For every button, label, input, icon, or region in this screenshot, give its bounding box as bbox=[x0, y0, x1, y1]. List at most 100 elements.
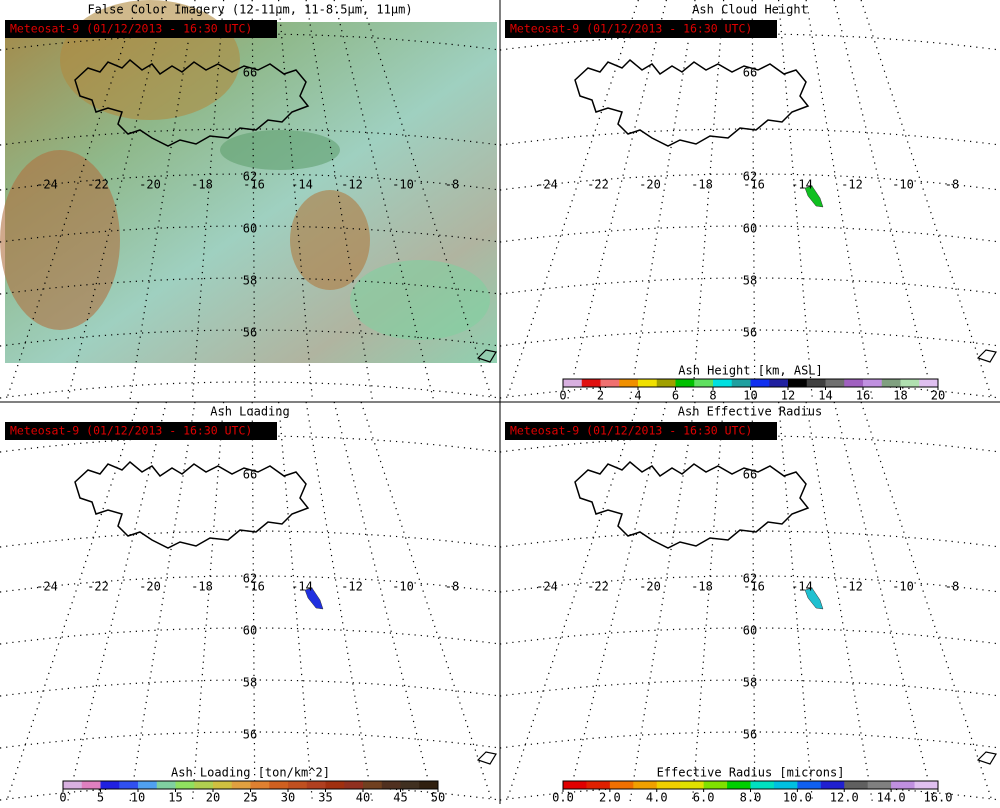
meridian bbox=[833, 401, 935, 803]
parallel bbox=[499, 731, 1000, 749]
lat-label: 56 bbox=[243, 728, 257, 742]
colorbar-tick-label: 30 bbox=[281, 791, 295, 805]
colorbar-segment bbox=[175, 781, 195, 789]
lon-label: -14 bbox=[791, 178, 813, 192]
lat-label: 60 bbox=[743, 222, 757, 236]
colorbar-segment bbox=[769, 379, 789, 387]
stamp: Meteosat-9 (01/12/2013 - 16:30 UTC) bbox=[10, 22, 252, 36]
lon-label: -24 bbox=[36, 580, 58, 594]
colorbar-segment bbox=[609, 781, 634, 789]
panel-title: Ash Effective Radius bbox=[678, 405, 823, 419]
panel: -24 -22 -20 -18 -16 -14 -12 -10 -8 66 62 60 58 56 Ash … bbox=[499, 401, 1000, 805]
parallel bbox=[0, 783, 501, 801]
parallel bbox=[499, 329, 1000, 347]
lon-label: -10 bbox=[892, 178, 914, 192]
colorbar-segment bbox=[844, 379, 864, 387]
cloud-feature bbox=[60, 0, 240, 120]
lat-label: 66 bbox=[243, 468, 257, 482]
colorbar-segment bbox=[900, 379, 920, 387]
colorbar-segment bbox=[797, 781, 822, 789]
colorbar-segment bbox=[825, 379, 845, 387]
colorbar-segment bbox=[325, 781, 345, 789]
lon-label: -12 bbox=[841, 580, 863, 594]
cloud-feature bbox=[290, 190, 370, 290]
cloud-feature bbox=[220, 130, 340, 170]
lat-label: 60 bbox=[243, 222, 257, 236]
colorbar-label: Ash Height [km, ASL] bbox=[678, 364, 823, 378]
colorbar-segment bbox=[919, 379, 939, 387]
colorbar-tick-label: 0.0 bbox=[552, 791, 574, 805]
parallel bbox=[0, 277, 501, 295]
parallel bbox=[499, 575, 1000, 593]
colorbar-tick-label: 45 bbox=[393, 791, 407, 805]
panel-title: Ash Cloud Height bbox=[692, 3, 808, 17]
lat-label: 66 bbox=[243, 66, 257, 80]
lon-label: -22 bbox=[587, 580, 609, 594]
lon-label: -22 bbox=[587, 178, 609, 192]
colorbar-segment bbox=[656, 379, 676, 387]
panel-title: Ash Loading bbox=[210, 405, 289, 419]
parallel bbox=[499, 435, 1000, 453]
colorbar-segment bbox=[269, 781, 289, 789]
stamp: Meteosat-9 (01/12/2013 - 16:30 UTC) bbox=[510, 22, 752, 36]
colorbar-segment bbox=[363, 781, 383, 789]
colorbar-segment bbox=[600, 379, 620, 387]
colorbar-segment bbox=[563, 781, 587, 789]
lat-label: 56 bbox=[743, 326, 757, 340]
colorbar-segment bbox=[633, 781, 658, 789]
stamp: Meteosat-9 (01/12/2013 - 16:30 UTC) bbox=[510, 424, 752, 438]
colorbar-tick-label: 15 bbox=[168, 791, 182, 805]
colorbar-segment bbox=[81, 781, 101, 789]
parallel bbox=[0, 627, 501, 645]
lat-label: 60 bbox=[243, 624, 257, 638]
parallel bbox=[499, 530, 1000, 548]
lon-label: -12 bbox=[341, 580, 363, 594]
colorbar-segment bbox=[63, 781, 83, 789]
stamp-box bbox=[505, 20, 777, 38]
lon-label: -24 bbox=[536, 580, 558, 594]
parallel bbox=[499, 225, 1000, 243]
parallel bbox=[0, 128, 501, 146]
lon-label: -18 bbox=[691, 580, 713, 594]
cloud-feature bbox=[0, 150, 120, 330]
colorbar-segment bbox=[213, 781, 233, 789]
lat-label: 66 bbox=[743, 66, 757, 80]
lat-label: 60 bbox=[743, 624, 757, 638]
colorbar-segment bbox=[863, 379, 883, 387]
lat-label: 62 bbox=[743, 170, 757, 184]
parallel bbox=[0, 679, 501, 697]
colorbar-segment bbox=[156, 781, 176, 789]
colorbar-segment bbox=[581, 379, 601, 387]
lon-label: -10 bbox=[892, 580, 914, 594]
colorbar-tick-label: 18 bbox=[893, 389, 907, 403]
colorbar-segment bbox=[675, 379, 695, 387]
lon-label: -16 bbox=[743, 580, 765, 594]
colorbar-segment bbox=[806, 379, 826, 387]
colorbar-segment bbox=[638, 379, 658, 387]
parallel bbox=[499, 381, 1000, 399]
lon-label: -20 bbox=[139, 178, 161, 192]
colorbar-segment bbox=[194, 781, 214, 789]
lat-label: 58 bbox=[743, 274, 757, 288]
parallel bbox=[0, 225, 501, 243]
lon-label: -20 bbox=[139, 580, 161, 594]
colorbar-segment bbox=[119, 781, 139, 789]
colorbar-tick-label: 8.0 bbox=[740, 791, 762, 805]
lon-label: -8 bbox=[945, 178, 959, 192]
colorbar-tick-label: 2.0 bbox=[599, 791, 621, 805]
meridian bbox=[333, 401, 435, 803]
meridian bbox=[567, 0, 667, 401]
colorbar-segment bbox=[914, 781, 939, 789]
colorbar-segment bbox=[750, 379, 770, 387]
colorbar-segment bbox=[344, 781, 364, 789]
lon-label: -12 bbox=[341, 178, 363, 192]
colorbar-tick-label: 0 bbox=[59, 791, 66, 805]
colorbar-segment bbox=[844, 781, 868, 789]
parallel bbox=[0, 173, 501, 191]
colorbar-segment bbox=[881, 379, 901, 387]
colorbar-tick-label: 50 bbox=[431, 791, 445, 805]
lon-label: -24 bbox=[36, 178, 58, 192]
colorbar-tick-label: 4.0 bbox=[646, 791, 668, 805]
colorbar-tick-label: 6.0 bbox=[693, 791, 715, 805]
